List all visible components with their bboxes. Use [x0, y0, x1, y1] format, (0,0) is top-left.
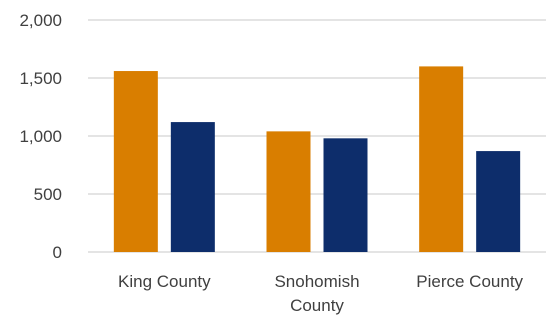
y-tick-label: 0: [53, 243, 62, 262]
bar: [266, 131, 311, 252]
bar: [113, 71, 158, 252]
bars: [113, 66, 521, 253]
x-category-label: County: [290, 296, 344, 315]
y-tick-label: 2,000: [19, 11, 62, 30]
bar: [476, 151, 521, 252]
bar: [323, 138, 368, 252]
bar: [419, 66, 464, 253]
y-axis-tick-labels: 0 500 1,000 1,500 2,000: [19, 11, 62, 262]
y-tick-label: 1,500: [19, 69, 62, 88]
x-axis-category-labels: King County Snohomish County Pierce County: [118, 272, 524, 315]
x-category-label: Pierce County: [416, 272, 523, 291]
gridlines: [88, 19, 546, 253]
bar: [170, 122, 215, 252]
y-tick-label: 1,000: [19, 127, 62, 146]
y-tick-label: 500: [34, 185, 62, 204]
x-category-label: Snohomish: [274, 272, 359, 291]
x-category-label: King County: [118, 272, 211, 291]
